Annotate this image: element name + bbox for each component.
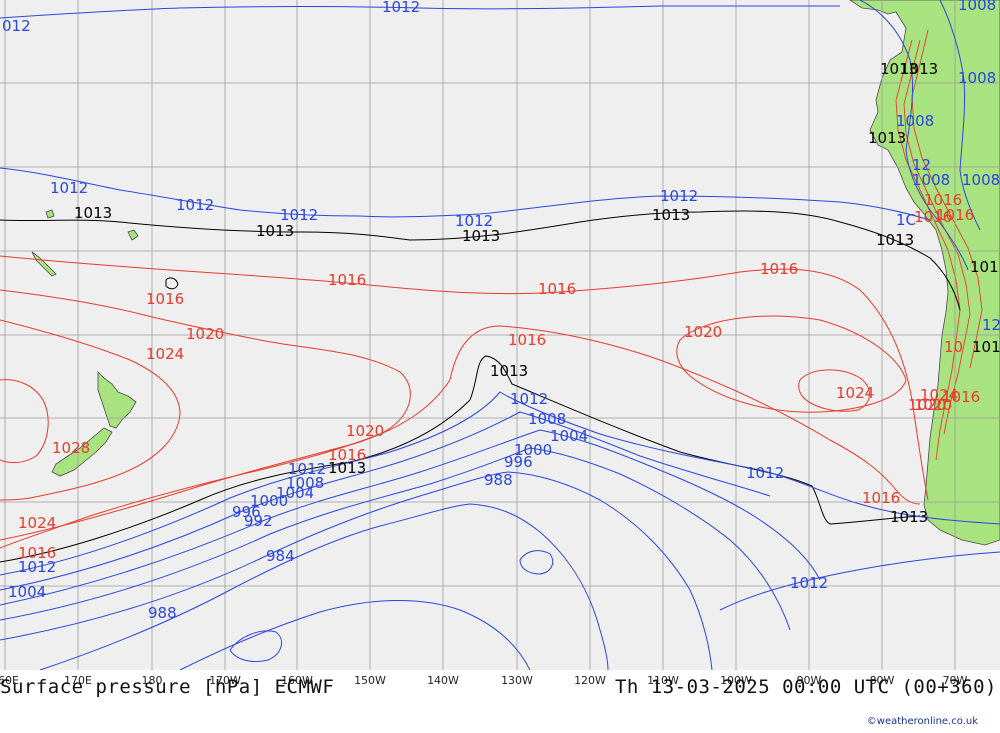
isobar-label: 1024 — [18, 514, 56, 532]
longitude-label: 140W — [427, 674, 459, 687]
isobar-label: 1013 — [880, 60, 918, 78]
isobar-label: 101 — [972, 338, 1000, 356]
isobar-label: 101 — [970, 258, 999, 276]
isobar-label: 1020 — [684, 323, 722, 341]
isobar-label: 996 — [504, 453, 533, 471]
isobar-label: 1004 — [276, 484, 314, 502]
isobar-label: 12 — [982, 316, 1000, 334]
isobar-label: 1016 — [914, 208, 952, 226]
isobar-label: 1012 — [288, 460, 326, 478]
isobar-label: 1013 — [652, 206, 690, 224]
isobar-label: 1000 — [250, 492, 288, 510]
isobar-label: 1013 — [890, 508, 928, 526]
map-title: Surface pressure [hPa] ECMWF — [0, 676, 335, 698]
longitude-label: 160E — [0, 674, 19, 687]
isobar-label: 1008 — [958, 0, 996, 14]
graticule — [0, 0, 1000, 670]
isobar-label: 1004 — [550, 427, 588, 445]
pressure-map: 1012 012 1012 1012 1012 1012 1012 1013 1… — [0, 0, 1000, 670]
isobar-label: 1016 — [328, 446, 366, 464]
longitude-label: 90W — [796, 674, 822, 687]
isobar-label: 1008 — [958, 69, 996, 87]
new-zealand-south-island — [51, 427, 113, 477]
isobar-label: 1016 — [508, 331, 546, 349]
isobar-label: 1016 — [942, 388, 980, 406]
isobar-label: 1012 — [660, 187, 698, 205]
isobar-label: 1024 — [146, 345, 184, 363]
isobar-label: 1008 — [286, 474, 324, 492]
isobar-label: 1012 — [746, 464, 784, 482]
isobar-label: 1013 — [462, 227, 500, 245]
isobar-label: 1012 — [280, 206, 318, 224]
isobar-label: 1024 — [836, 384, 874, 402]
standard-isobars — [0, 210, 961, 563]
isobar-label: 1016 — [924, 191, 962, 209]
isobar-label: 1012 — [510, 390, 548, 408]
longitude-label: 70W — [942, 674, 968, 687]
valid-time: Th 13-03-2025 00:00 UTC (00+360) — [614, 676, 997, 698]
longitude-label: 160W — [281, 674, 313, 687]
isobar-label: 1016 — [538, 280, 576, 298]
isobar-label: 1C — [896, 211, 916, 229]
isobar-label: 1016 — [936, 206, 974, 224]
isobar-label: 1012 — [382, 0, 420, 16]
longitude-label: 180 — [141, 674, 163, 687]
high-pressure-isobars — [0, 255, 929, 549]
map-canvas: 1012 012 1012 1012 1012 1012 1012 1013 1… — [0, 0, 1000, 670]
isobar-label: 1016 — [862, 489, 900, 507]
isobar-label: 1012 — [790, 574, 828, 592]
isobar-label: 1016 — [146, 290, 184, 308]
isobar-label: 996 — [232, 503, 261, 521]
low-pressure-isobars — [0, 0, 1000, 670]
isobar-label: 1012 — [176, 196, 214, 214]
longitude-label: 170E — [64, 674, 92, 687]
isobar-label: 1012 — [18, 558, 56, 576]
longitude-label: 80W — [869, 674, 895, 687]
isobar-label: 1000 — [514, 441, 552, 459]
isobar-labels: 1012 012 1012 1012 1012 1012 1012 1013 1… — [2, 0, 1000, 622]
isobar-label: 1024 — [920, 386, 958, 404]
longitude-label: 170W — [209, 674, 241, 687]
isobar-label: 1020 — [186, 325, 224, 343]
isobar-label: 1020 — [914, 396, 952, 414]
new-caledonia — [31, 251, 57, 277]
isobar-label: 1020 — [346, 422, 384, 440]
isobar-label: 1008 — [962, 171, 1000, 189]
isobar-label: 1012 — [455, 212, 493, 230]
isobar-label: 1004 — [8, 583, 46, 601]
isobar-label: 1008 — [912, 171, 950, 189]
isobar-label: 1008 — [896, 112, 934, 130]
isobar-label: 1013 — [900, 60, 938, 78]
isobar-label: 988 — [484, 471, 513, 489]
isobar-label: 1012 — [50, 179, 88, 197]
isobar-label: 1016 — [760, 260, 798, 278]
longitude-label: 110W — [647, 674, 679, 687]
isobar-label: 1013 — [328, 459, 366, 477]
longitude-label: 150W — [354, 674, 386, 687]
isobar-label: 1020 — [908, 396, 946, 414]
isobar-label: 12 — [912, 156, 931, 174]
new-zealand-north-island — [97, 371, 137, 429]
credit-link[interactable]: ©weatheronline.co.uk — [866, 716, 978, 727]
isobar-label: 1013 — [490, 362, 528, 380]
isobar-label: 012 — [2, 17, 31, 35]
fiji-islands — [45, 209, 139, 241]
isobar-label: 992 — [244, 512, 273, 530]
isobar-label: 1008 — [528, 410, 566, 428]
isobar-label: 1016 — [328, 271, 366, 289]
isobar-label: 988 — [148, 604, 177, 622]
isobar-label: 10 — [944, 338, 963, 356]
longitude-label: 120W — [574, 674, 606, 687]
isobar-label: 1013 — [256, 222, 294, 240]
isobar-label: 1013 — [876, 231, 914, 249]
isobar-label: 1028 — [52, 439, 90, 457]
longitude-label: 100W — [720, 674, 752, 687]
longitude-label: 130W — [501, 674, 533, 687]
isobar-label: 1013 — [74, 204, 112, 222]
andes-relief — [895, 29, 983, 461]
isobar-label: 1013 — [868, 129, 906, 147]
isobar-label: 984 — [266, 547, 295, 565]
isobar-label: 1016 — [18, 544, 56, 562]
